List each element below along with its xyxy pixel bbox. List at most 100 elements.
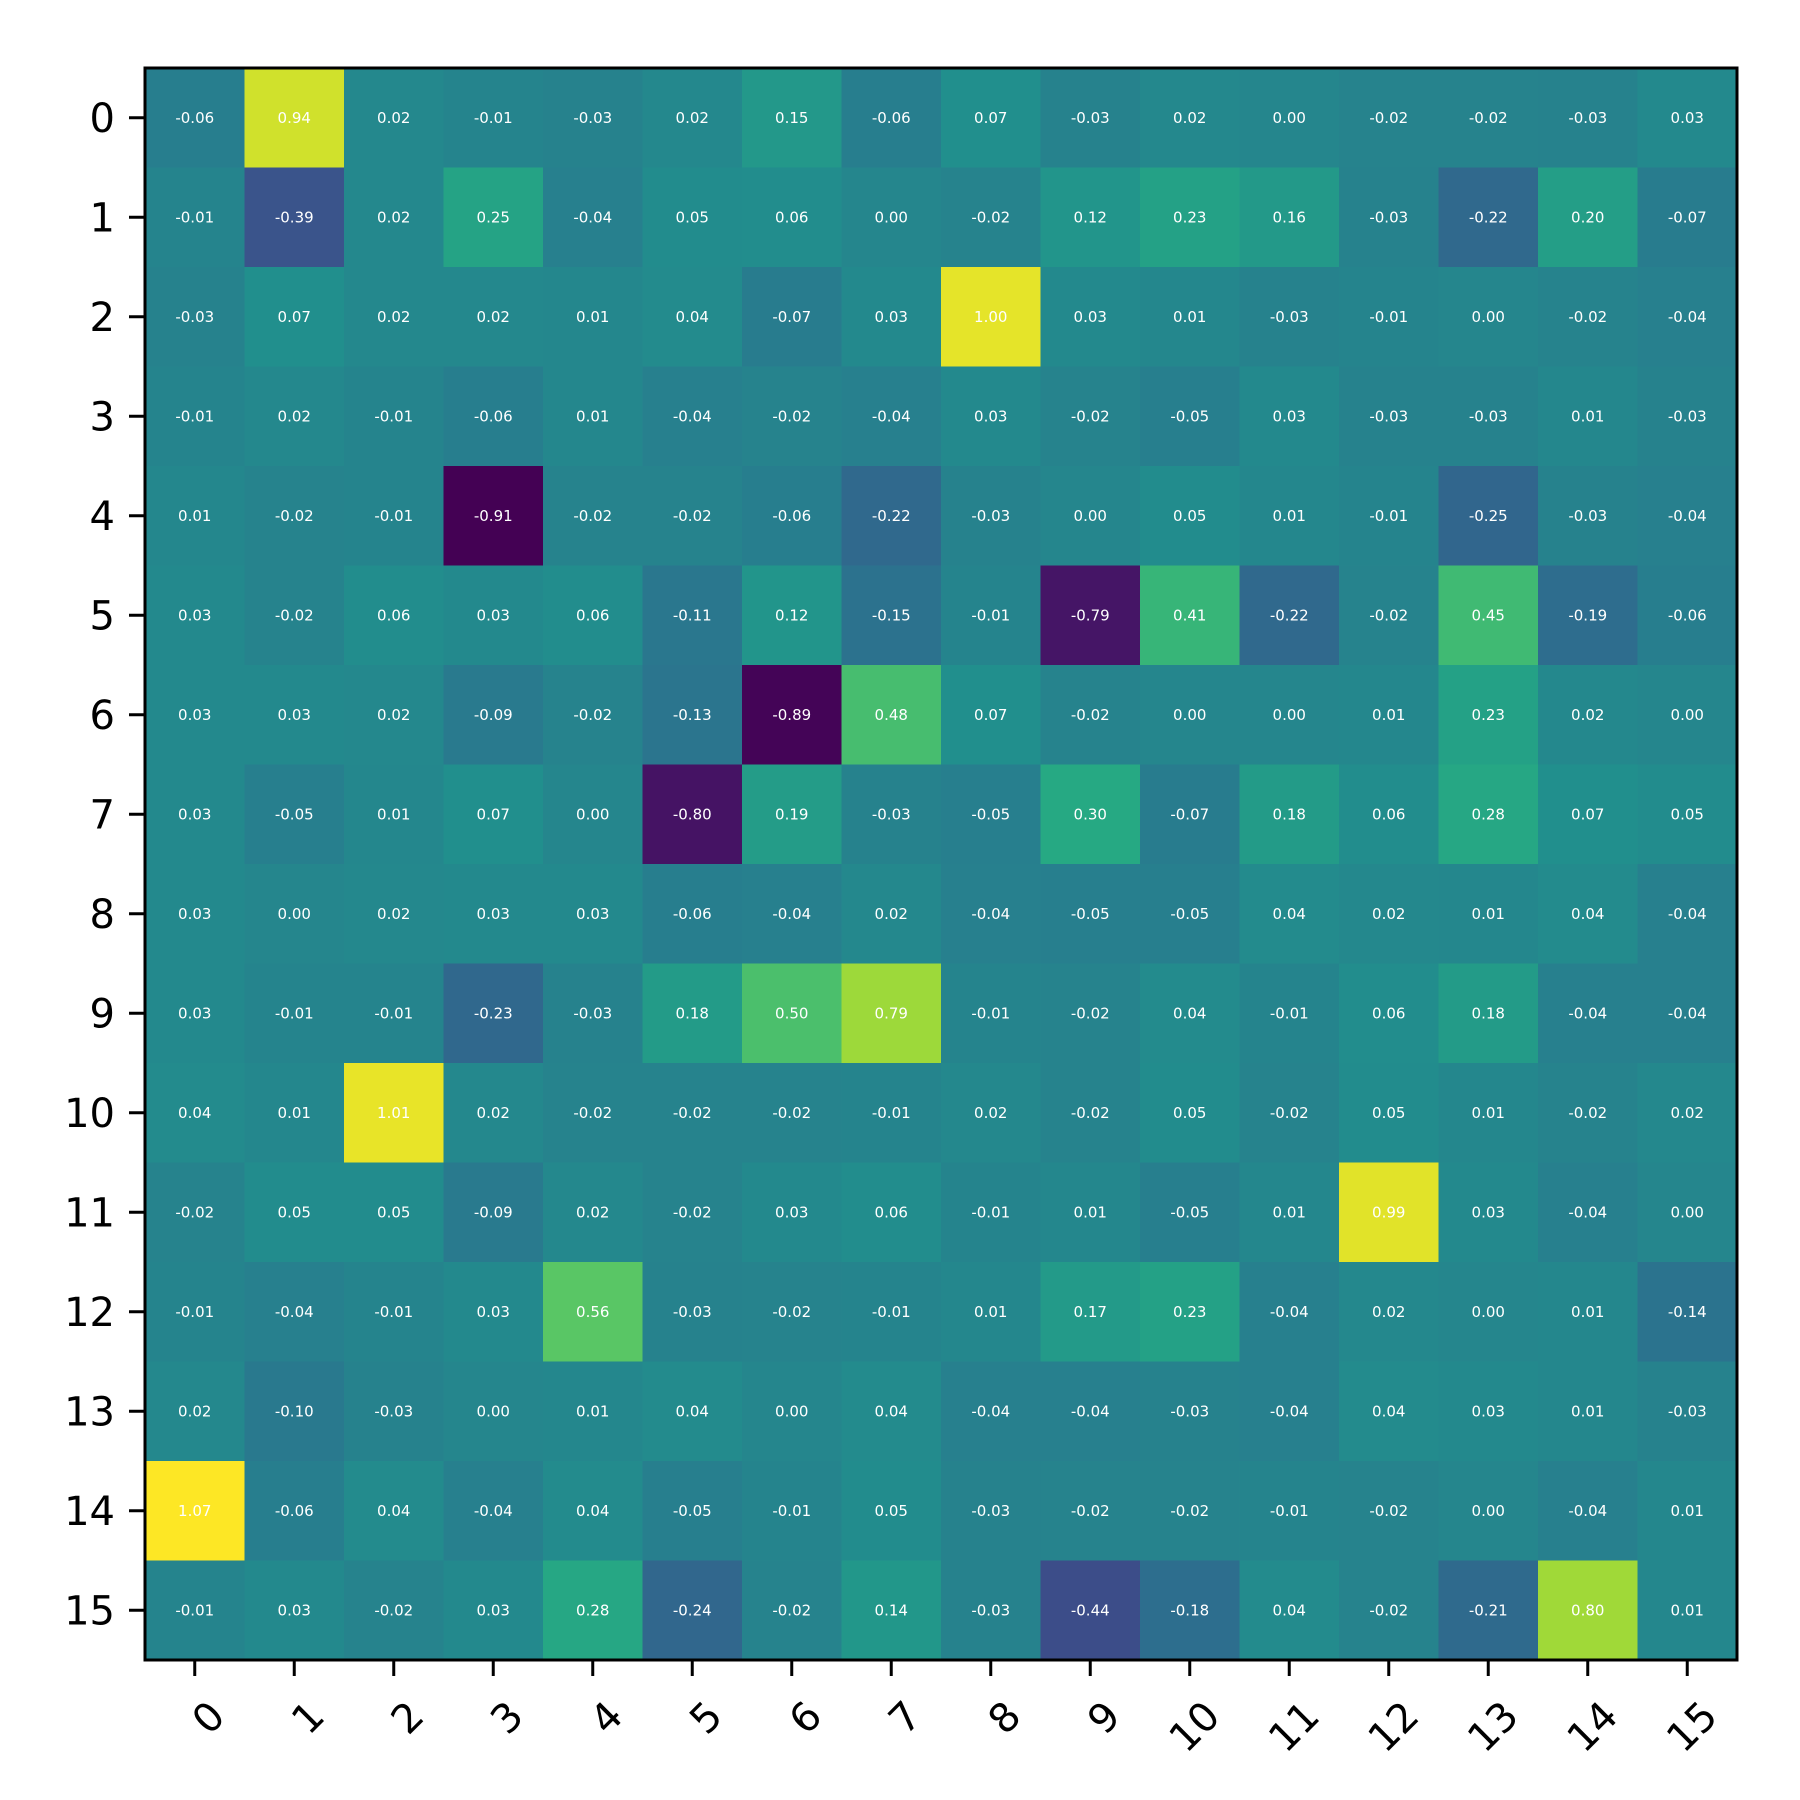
heatmap-cell-r9-c5 xyxy=(642,963,743,1064)
heatmap-cell-r10-c1 xyxy=(244,1063,345,1163)
cell-value-label-r9-c1: -0.01 xyxy=(275,1004,314,1022)
cell-value-label-r11-c4: 0.02 xyxy=(576,1203,609,1221)
cell-value-label-r0-c8: 0.07 xyxy=(974,109,1007,127)
y-tick-label-6: 6 xyxy=(90,693,115,739)
cell-value-label-r14-c13: 0.00 xyxy=(1472,1502,1505,1520)
heatmap-cell-r3-c10 xyxy=(1140,366,1240,467)
heatmap-cell-r15-c7 xyxy=(841,1560,942,1661)
heatmap-cell-r4-c3 xyxy=(443,466,544,566)
cell-value-label-r15-c6: -0.02 xyxy=(772,1601,811,1619)
y-tick-label-14: 14 xyxy=(64,1489,115,1535)
cell-value-label-r3-c14: 0.01 xyxy=(1571,407,1604,425)
heatmap-cell-r12-c4 xyxy=(543,1262,643,1362)
cell-value-label-r9-c9: -0.02 xyxy=(1071,1004,1110,1022)
cell-value-label-r4-c13: -0.25 xyxy=(1469,507,1508,525)
cell-value-label-r11-c6: 0.03 xyxy=(775,1203,808,1221)
heatmap-cell-r5-c4 xyxy=(543,565,643,666)
cell-value-label-r7-c11: 0.18 xyxy=(1273,805,1306,823)
heatmap-cell-r10-c5 xyxy=(642,1063,743,1163)
heatmap-cell-r13-c9 xyxy=(1040,1361,1141,1462)
heatmap-cell-r13-c7 xyxy=(841,1361,942,1462)
cell-value-label-r6-c1: 0.03 xyxy=(278,706,311,724)
cell-value-label-r7-c13: 0.28 xyxy=(1472,805,1505,823)
heatmap-cell-r3-c0 xyxy=(145,366,245,467)
heatmap-cell-r11-c14 xyxy=(1538,1162,1638,1263)
cell-value-label-r6-c15: 0.00 xyxy=(1671,706,1704,724)
heatmap-cell-r9-c3 xyxy=(443,963,544,1064)
cell-value-label-r15-c15: 0.01 xyxy=(1671,1601,1704,1619)
heatmap-cell-r1-c10 xyxy=(1140,167,1240,268)
heatmap-cell-r5-c3 xyxy=(443,565,544,666)
heatmap-cell-r8-c10 xyxy=(1140,864,1240,964)
cell-value-label-r10-c1: 0.01 xyxy=(278,1104,311,1122)
cell-value-label-r8-c2: 0.02 xyxy=(377,905,410,923)
cell-value-label-r10-c13: 0.01 xyxy=(1472,1104,1505,1122)
cell-value-label-r11-c5: -0.02 xyxy=(673,1203,712,1221)
cell-value-label-r13-c8: -0.04 xyxy=(971,1402,1010,1420)
heatmap-cell-r2-c13 xyxy=(1438,267,1539,367)
cell-value-label-r0-c14: -0.03 xyxy=(1568,109,1607,127)
heatmap-cell-r3-c7 xyxy=(841,366,942,467)
heatmap-cell-r14-c7 xyxy=(841,1461,942,1561)
cell-value-label-r15-c8: -0.03 xyxy=(971,1601,1010,1619)
heatmap-cell-r7-c13 xyxy=(1438,764,1539,865)
cell-value-label-r6-c3: -0.09 xyxy=(474,706,513,724)
cell-value-label-r8-c3: 0.03 xyxy=(477,905,510,923)
cell-value-label-r0-c2: 0.02 xyxy=(377,109,410,127)
heatmap-cell-r0-c11 xyxy=(1239,68,1340,168)
y-tick-label-10: 10 xyxy=(64,1091,115,1137)
cell-value-label-r5-c14: -0.19 xyxy=(1568,606,1607,624)
heatmap-cell-r8-c8 xyxy=(941,864,1041,964)
heatmap-cell-r7-c2 xyxy=(344,764,444,865)
cell-value-label-r3-c4: 0.01 xyxy=(576,407,609,425)
cell-value-label-r5-c6: 0.12 xyxy=(775,606,808,624)
cell-value-label-r14-c12: -0.02 xyxy=(1369,1502,1408,1520)
heatmap-cell-r11-c7 xyxy=(841,1162,942,1263)
heatmap-cell-r1-c8 xyxy=(941,167,1041,268)
cell-value-label-r4-c15: -0.04 xyxy=(1668,507,1707,525)
cell-value-label-r3-c0: -0.01 xyxy=(175,407,214,425)
cell-value-label-r13-c5: 0.04 xyxy=(676,1402,709,1420)
cell-value-label-r14-c4: 0.04 xyxy=(576,1502,609,1520)
cell-value-label-r2-c11: -0.03 xyxy=(1270,308,1309,326)
heatmap-cell-r5-c11 xyxy=(1239,565,1340,666)
cell-value-label-r3-c8: 0.03 xyxy=(974,407,1007,425)
cell-value-label-r6-c5: -0.13 xyxy=(673,706,712,724)
heatmap-cell-r14-c0 xyxy=(145,1461,245,1561)
heatmap-cell-r12-c8 xyxy=(941,1262,1041,1362)
cell-value-label-r4-c3: -0.91 xyxy=(474,507,513,525)
cell-value-label-r11-c3: -0.09 xyxy=(474,1203,513,1221)
cell-value-label-r12-c14: 0.01 xyxy=(1571,1303,1604,1321)
cell-value-label-r9-c2: -0.01 xyxy=(374,1004,413,1022)
heatmap-cell-r8-c15 xyxy=(1637,864,1738,964)
heatmap-cell-r15-c6 xyxy=(742,1560,842,1661)
cell-value-label-r0-c10: 0.02 xyxy=(1173,109,1206,127)
heatmap-cell-r14-c14 xyxy=(1538,1461,1638,1561)
cell-value-label-r12-c2: -0.01 xyxy=(374,1303,413,1321)
cell-value-label-r12-c7: -0.01 xyxy=(872,1303,911,1321)
cell-value-label-r5-c15: -0.06 xyxy=(1668,606,1707,624)
heatmap-cell-r14-c3 xyxy=(443,1461,544,1561)
cell-value-label-r11-c8: -0.01 xyxy=(971,1203,1010,1221)
cell-value-label-r1-c1: -0.39 xyxy=(275,208,314,226)
y-tick-label-7: 7 xyxy=(90,792,115,838)
heatmap-cell-r15-c12 xyxy=(1339,1560,1439,1661)
heatmap-cell-r0-c7 xyxy=(841,68,942,168)
heatmap-cell-r5-c5 xyxy=(642,565,743,666)
cell-value-label-r2-c2: 0.02 xyxy=(377,308,410,326)
heatmap-cell-r4-c2 xyxy=(344,466,444,566)
heatmap-cell-r3-c13 xyxy=(1438,366,1539,467)
cell-value-label-r9-c13: 0.18 xyxy=(1472,1004,1505,1022)
cell-value-label-r11-c12: 0.99 xyxy=(1372,1203,1405,1221)
cell-value-label-r10-c8: 0.02 xyxy=(974,1104,1007,1122)
y-tick-label-0: 0 xyxy=(90,96,115,142)
heatmap-cell-r12-c9 xyxy=(1040,1262,1141,1362)
cell-value-label-r5-c9: -0.79 xyxy=(1071,606,1110,624)
heatmap-cell-r15-c1 xyxy=(244,1560,345,1661)
cell-value-label-r13-c14: 0.01 xyxy=(1571,1402,1604,1420)
cell-value-label-r15-c7: 0.14 xyxy=(875,1601,908,1619)
heatmap-cell-r15-c15 xyxy=(1637,1560,1738,1661)
cell-value-label-r2-c15: -0.04 xyxy=(1668,308,1707,326)
heatmap-cell-r3-c5 xyxy=(642,366,743,467)
